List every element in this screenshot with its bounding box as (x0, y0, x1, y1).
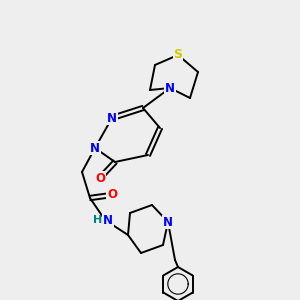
Text: N: N (163, 215, 173, 229)
Text: O: O (95, 172, 105, 184)
Text: H: H (93, 215, 103, 225)
Text: O: O (107, 188, 117, 202)
Text: N: N (103, 214, 113, 226)
Text: S: S (173, 49, 182, 62)
Text: N: N (90, 142, 100, 154)
Text: N: N (107, 112, 117, 124)
Text: N: N (165, 82, 175, 94)
